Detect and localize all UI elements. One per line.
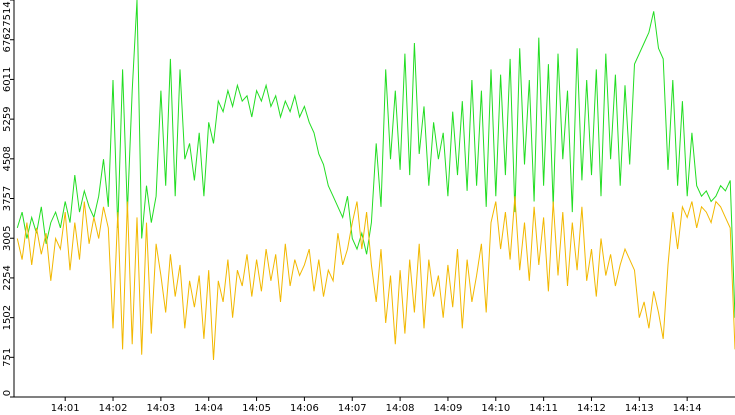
y-tick-label: 4508: [2, 146, 13, 171]
x-tick-label: 14:12: [577, 403, 606, 414]
x-tick-label: 14:10: [481, 403, 510, 414]
y-tick-label: 6011: [2, 67, 13, 92]
x-tick-label: 14:08: [386, 403, 415, 414]
x-tick-label: 14:04: [194, 403, 223, 414]
x-tick-label: 14:07: [338, 403, 367, 414]
y-tick-label: 7514: [2, 1, 13, 26]
series-line: [16, 0, 735, 318]
x-tick-label: 14:11: [529, 403, 558, 414]
y-tick-label: 1502: [2, 305, 13, 330]
y-tick-label: 0: [2, 390, 13, 396]
x-tick-label: 14:05: [242, 403, 271, 414]
y-tick-label: 6762: [2, 27, 13, 52]
x-tick-label: 14:02: [99, 403, 128, 414]
series-line: [16, 196, 735, 361]
x-tick-label: 14:03: [146, 403, 175, 414]
x-tick-label: 14:01: [51, 403, 80, 414]
y-tick-label: 3757: [2, 186, 13, 211]
x-tick-label: 14:09: [434, 403, 463, 414]
x-tick-label: 14:14: [673, 403, 702, 414]
x-tick-label: 14:06: [290, 403, 319, 414]
y-tick-label: 3005: [2, 226, 13, 251]
y-tick-label: 2254: [2, 265, 13, 290]
y-tick-label: 751: [2, 348, 13, 367]
y-tick-label: 5259: [2, 106, 13, 131]
x-tick-label: 14:13: [625, 403, 654, 414]
